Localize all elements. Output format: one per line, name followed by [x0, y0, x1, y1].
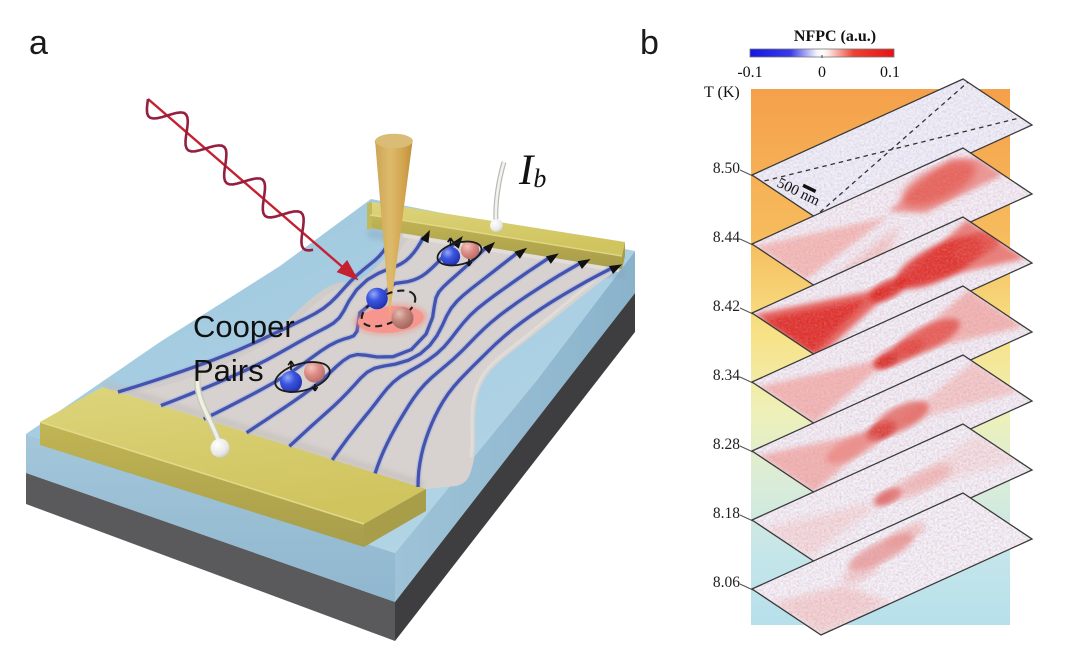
svg-text:8.28: 8.28 [713, 436, 740, 453]
svg-text:8.44: 8.44 [713, 229, 740, 246]
svg-text:8.06: 8.06 [713, 574, 740, 591]
svg-text:Cooper: Cooper [193, 309, 295, 344]
svg-text:8.34: 8.34 [713, 367, 740, 384]
svg-text:b: b [640, 24, 659, 62]
svg-text:0.1: 0.1 [880, 64, 900, 81]
svg-text:Ib: Ib [518, 147, 546, 194]
svg-text:0: 0 [818, 64, 826, 81]
svg-text:a: a [29, 24, 48, 62]
svg-text:8.42: 8.42 [713, 298, 740, 315]
svg-text:8.50: 8.50 [713, 160, 740, 177]
svg-text:T (K): T (K) [704, 84, 740, 101]
svg-text:-0.1: -0.1 [737, 64, 762, 81]
svg-text:NFPC (a.u.): NFPC (a.u.) [794, 28, 876, 45]
svg-text:8.18: 8.18 [713, 505, 740, 522]
svg-text:Pairs: Pairs [193, 353, 264, 388]
